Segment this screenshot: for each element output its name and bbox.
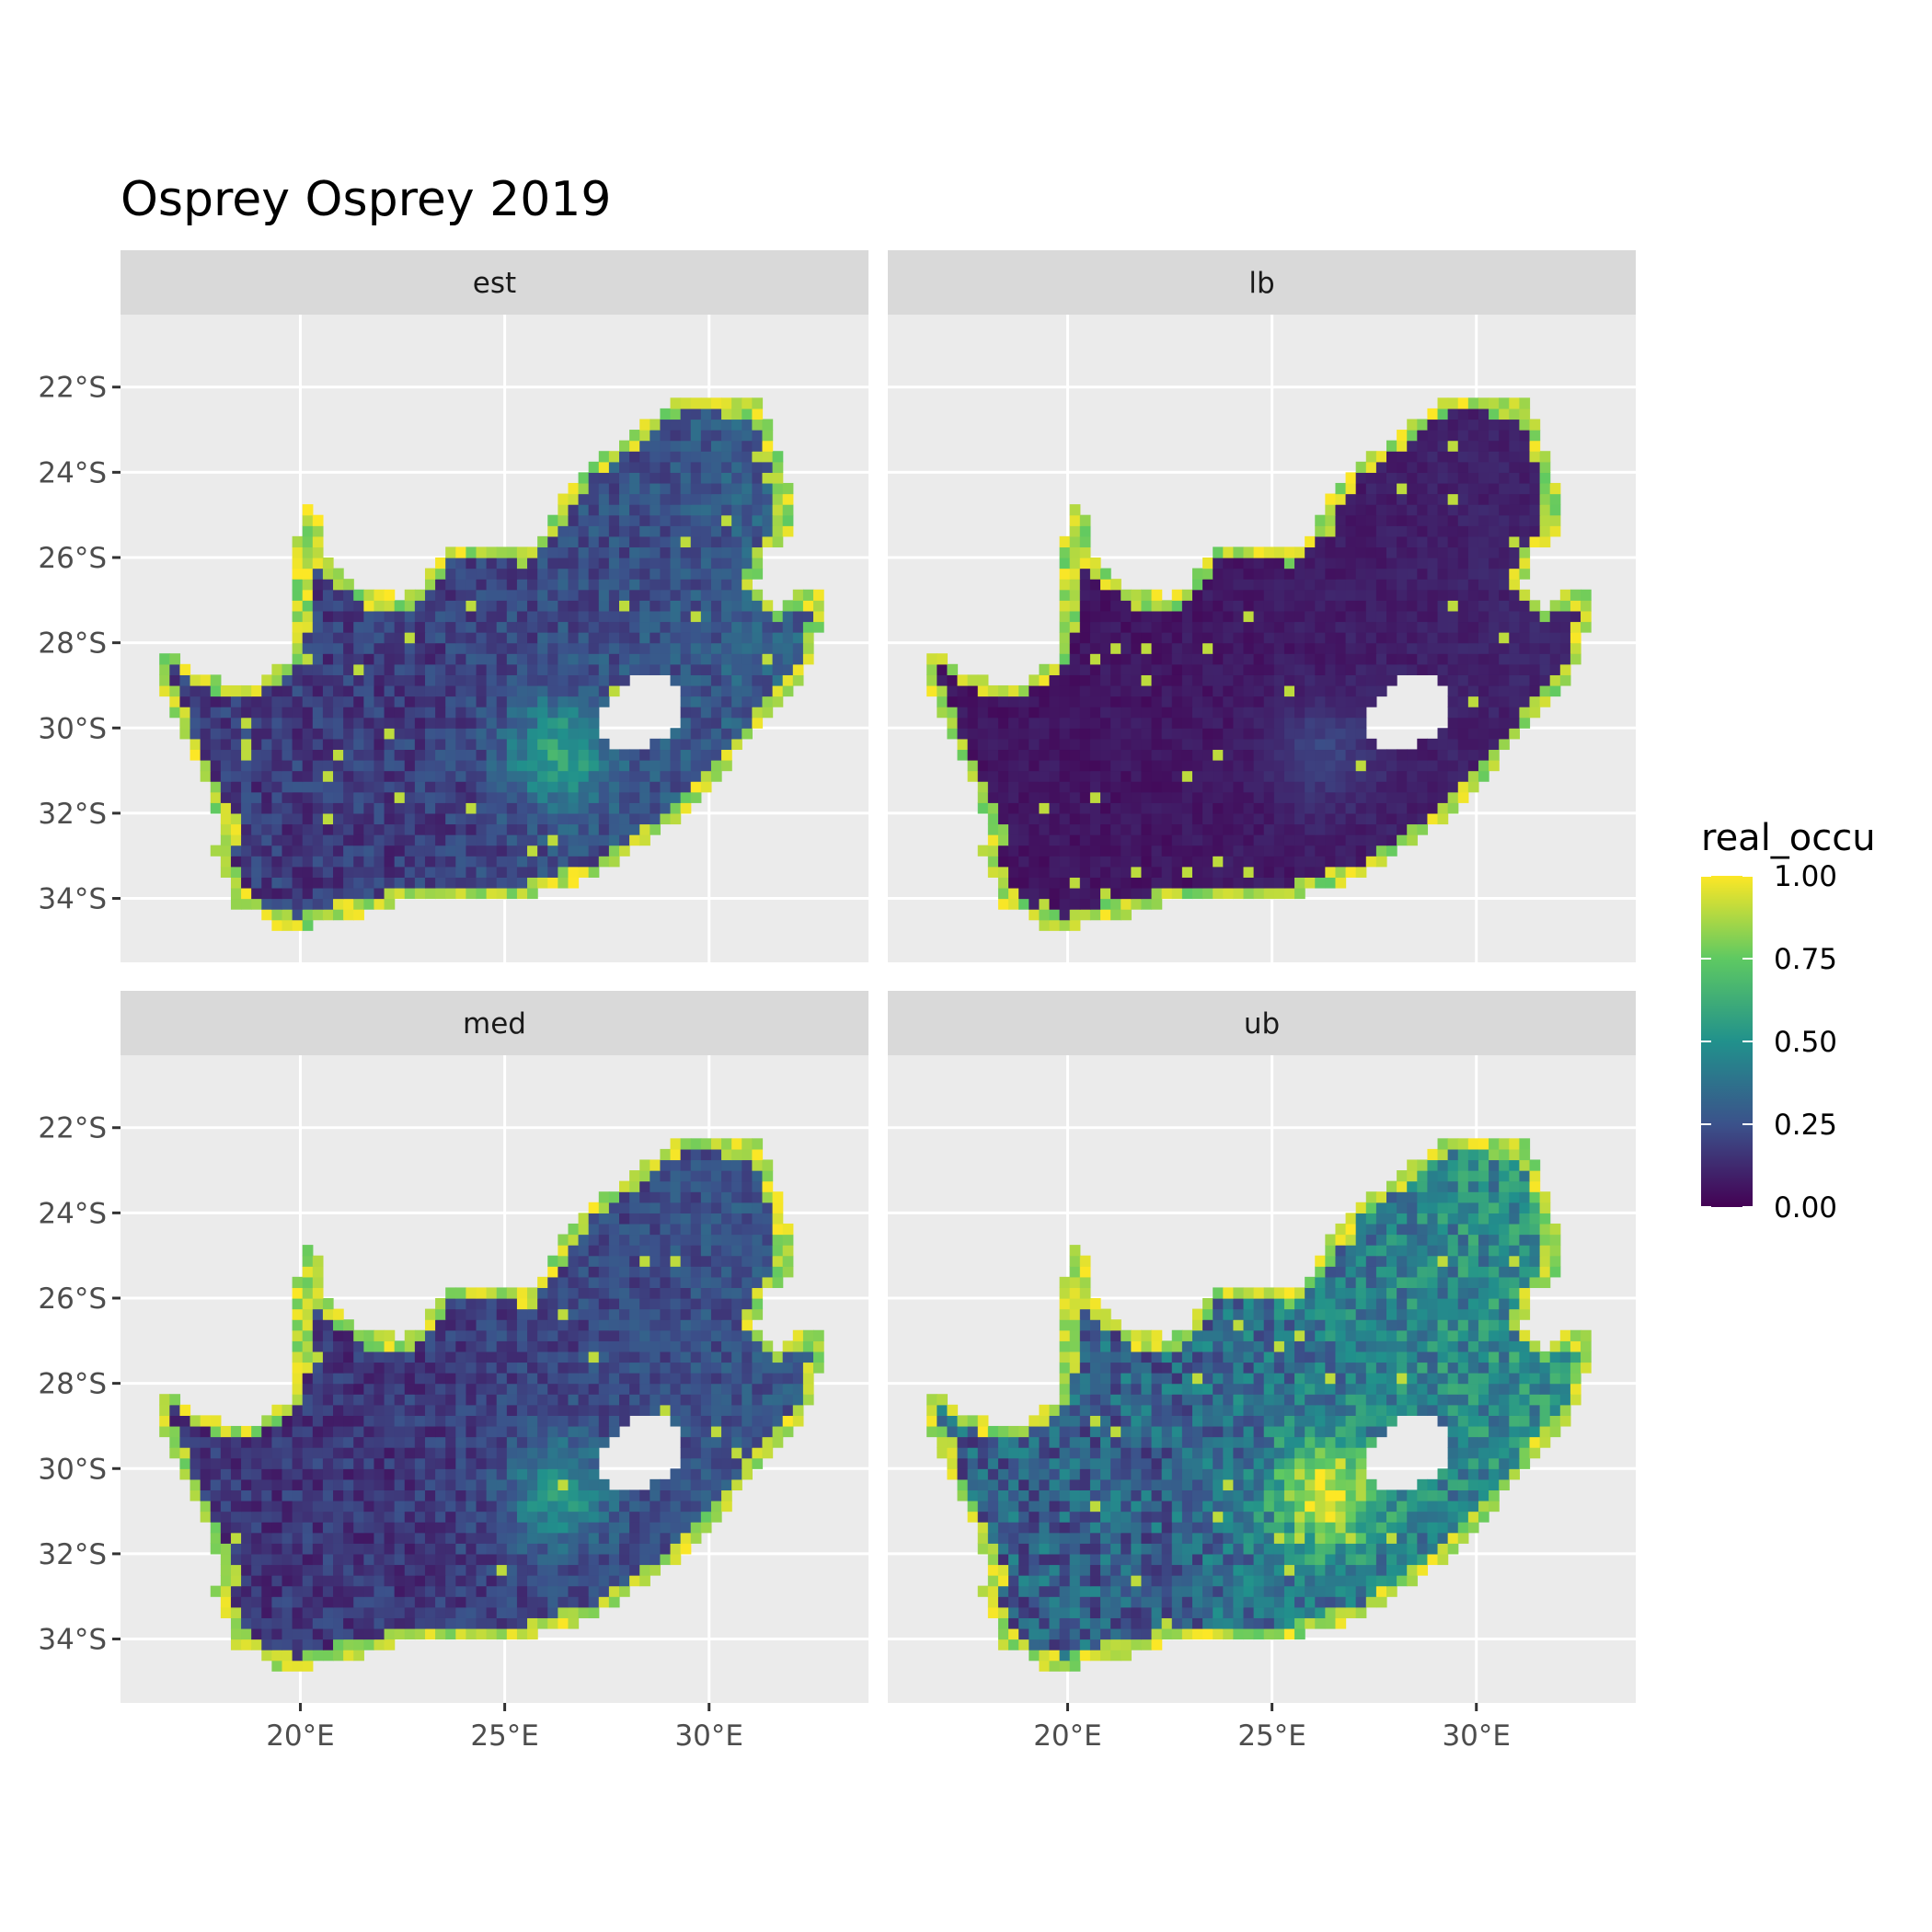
y-tick-label: 32°S <box>38 1538 107 1571</box>
y-tick-label: 32°S <box>38 798 107 831</box>
y-tick-label: 22°S <box>38 372 107 405</box>
facet-strip <box>121 250 868 315</box>
y-tick-label: 26°S <box>38 542 107 575</box>
facet-panel-lb: lb <box>888 250 1636 962</box>
x-tick-label: 30°E <box>674 1719 743 1753</box>
facet-strip-label: est <box>473 267 516 300</box>
y-tick-label: 30°S <box>38 712 107 745</box>
y-tick-label: 30°S <box>38 1453 107 1486</box>
y-tick-label: 34°S <box>38 883 107 916</box>
y-tick-label: 28°S <box>38 627 107 661</box>
occupancy-raster <box>159 1138 824 1672</box>
occupancy-raster <box>926 397 1592 931</box>
facet-strip-label: med <box>463 1007 526 1041</box>
x-tick-label: 25°E <box>470 1719 539 1753</box>
x-tick-label: 25°E <box>1237 1719 1306 1753</box>
x-tick-label: 30°E <box>1442 1719 1511 1753</box>
y-tick-label: 26°S <box>38 1282 107 1316</box>
occupancy-raster <box>159 397 824 931</box>
legend-label: 1.00 <box>1774 860 1837 893</box>
legend: real_occu 1.00 0.75 0.50 0.25 0.00 <box>1701 817 1876 1225</box>
facet-strip-label: lb <box>1248 267 1274 300</box>
x-tick-label: 20°E <box>1033 1719 1102 1753</box>
y-tick-label: 28°S <box>38 1368 107 1401</box>
occupancy-raster <box>926 1138 1592 1672</box>
legend-label: 0.50 <box>1774 1026 1837 1059</box>
facet-panel-est: est <box>121 250 868 962</box>
y-tick-label: 24°S <box>38 1197 107 1230</box>
facet-strip <box>888 991 1636 1055</box>
legend-ticks: 1.00 0.75 0.50 0.25 0.00 <box>1701 860 1837 1225</box>
legend-label: 0.00 <box>1774 1191 1837 1225</box>
facet-panels: est lb med ub <box>121 250 1636 1703</box>
plot-title: Osprey Osprey 2019 <box>121 172 611 227</box>
facet-strip <box>121 991 868 1055</box>
x-tick-label: 20°E <box>266 1719 335 1753</box>
facet-strip <box>888 250 1636 315</box>
legend-label: 0.75 <box>1774 943 1837 976</box>
y-tick-label: 22°S <box>38 1112 107 1145</box>
y-tick-label: 24°S <box>38 456 107 489</box>
y-tick-label: 34°S <box>38 1624 107 1657</box>
facet-strip-label: ub <box>1244 1007 1280 1041</box>
axes: 22°S 24°S 26°S 28°S 30°S 32°S 34°S 22°S 24°S 26°S… <box>38 372 1511 1753</box>
facet-panel-ub: ub <box>888 991 1636 1703</box>
legend-label: 0.25 <box>1774 1109 1837 1142</box>
facet-panel-med: med <box>121 991 868 1703</box>
legend-title: real_occu <box>1701 817 1876 859</box>
